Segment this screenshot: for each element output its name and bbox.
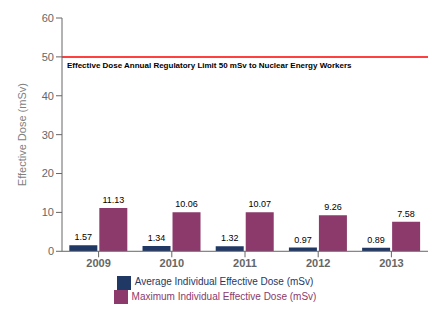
- svg-text:30: 30: [42, 129, 54, 141]
- svg-text:0: 0: [48, 245, 54, 257]
- svg-text:Effective Dose (mSv): Effective Dose (mSv): [16, 83, 28, 186]
- svg-text:1.32: 1.32: [221, 233, 239, 243]
- svg-text:0.97: 0.97: [294, 235, 312, 245]
- svg-text:1.57: 1.57: [75, 232, 93, 242]
- svg-text:60: 60: [42, 12, 54, 24]
- svg-text:10: 10: [42, 206, 54, 218]
- svg-text:10.06: 10.06: [175, 199, 198, 209]
- svg-text:2013: 2013: [379, 257, 403, 269]
- svg-text:9.26: 9.26: [324, 202, 342, 212]
- svg-text:7.58: 7.58: [397, 209, 415, 219]
- svg-text:2009: 2009: [86, 257, 110, 269]
- svg-text:1.34: 1.34: [148, 233, 166, 243]
- svg-text:2010: 2010: [160, 257, 184, 269]
- svg-text:2011: 2011: [233, 257, 257, 269]
- svg-text:20: 20: [42, 167, 54, 179]
- svg-text:0.89: 0.89: [367, 235, 385, 245]
- svg-text:2012: 2012: [306, 257, 330, 269]
- html-text:Average Individual Effective D: Average Individual Effective Dose (mSv): [134, 276, 314, 288]
- svg-text:11.13: 11.13: [102, 195, 124, 205]
- svg-text:50: 50: [42, 51, 54, 63]
- html-text:Maximum Individual Effective D: Maximum Individual Effective Dose (mSv): [131, 290, 317, 302]
- svg-text:10.07: 10.07: [248, 199, 271, 209]
- svg-text:40: 40: [42, 90, 54, 102]
- svg-text:Effective Dose Annual Regulato: Effective Dose Annual Regulatory Limit 5…: [67, 61, 352, 70]
